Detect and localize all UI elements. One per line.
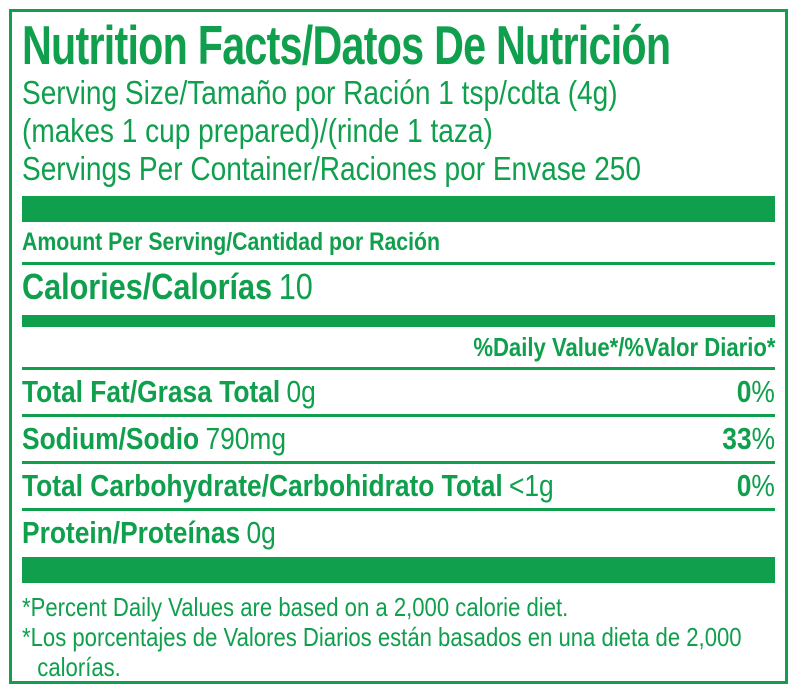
percent-sign: %	[751, 374, 775, 409]
nutrient-row-protein: Protein/Proteínas 0g	[22, 511, 775, 555]
nutrient-name: Total Fat/Grasa Total	[22, 374, 281, 409]
nutrient-row-carbohydrate: Total Carbohydrate/Carbohidrato Total <1g…	[22, 464, 775, 511]
nutrient-amount: 0g	[246, 515, 276, 550]
daily-value-percent: 0	[736, 374, 752, 409]
footnote-text: Percent Daily Values are based on a 2,00…	[30, 592, 569, 622]
daily-value-percent: 0	[736, 468, 752, 503]
percent-sign: %	[751, 421, 775, 456]
nutrient-row-sodium: Sodium/Sodio 790mg 33%	[22, 417, 775, 464]
serving-info-section: Serving Size/Tamaño por Ración 1 tsp/cdt…	[22, 74, 775, 188]
nutrient-name: Total Carbohydrate/Carbohidrato Total	[22, 468, 503, 503]
percent-sign: %	[751, 468, 775, 503]
separator-bar-bottom	[22, 557, 775, 583]
nutrient-amount: 0g	[286, 374, 316, 409]
nutrient-name: Sodium/Sodio	[22, 421, 200, 456]
asterisk-marker: *	[22, 592, 31, 622]
label-title: Nutrition Facts/Datos De Nutrición	[22, 16, 775, 74]
label-title-text: Nutrition Facts/Datos De Nutrición	[22, 14, 671, 76]
serving-size-line: Serving Size/Tamaño por Ración 1 tsp/cdt…	[22, 74, 618, 111]
prepared-yield-line: (makes 1 cup prepared)/(rinde 1 taza)	[22, 112, 493, 149]
footnote-english: *Percent Daily Values are based on a 2,0…	[22, 592, 770, 622]
daily-value-header: %Daily Value*/%Valor Diario*	[22, 327, 775, 370]
nutrition-label-box: Nutrition Facts/Datos De Nutrición Servi…	[9, 9, 788, 684]
footnotes-section: *Percent Daily Values are based on a 2,0…	[22, 592, 770, 682]
nutrient-amount: 790mg	[205, 421, 287, 456]
daily-value-percent: 33	[722, 421, 752, 456]
nutrient-row-total-fat: Total Fat/Grasa Total 0g 0%	[22, 370, 775, 417]
asterisk-marker: *	[22, 622, 31, 652]
calories-row: Calories/Calorías 10	[22, 265, 775, 309]
amount-per-serving-heading: Amount Per Serving/Cantidad por Ración	[22, 222, 775, 265]
servings-per-container-line: Servings Per Container/Raciones por Enva…	[22, 150, 642, 187]
footnote-spanish: *Los porcentajes de Valores Diarios está…	[22, 622, 770, 682]
separator-bar-top	[22, 196, 775, 222]
nutrient-amount: <1g	[508, 468, 554, 503]
calories-value: 10	[278, 266, 313, 307]
nutrient-name: Protein/Proteínas	[22, 515, 241, 550]
calories-label: Calories/Calorías	[22, 266, 273, 307]
separator-bar-calories	[22, 315, 775, 327]
footnote-text: Los porcentajes de Valores Diarios están…	[30, 622, 742, 682]
